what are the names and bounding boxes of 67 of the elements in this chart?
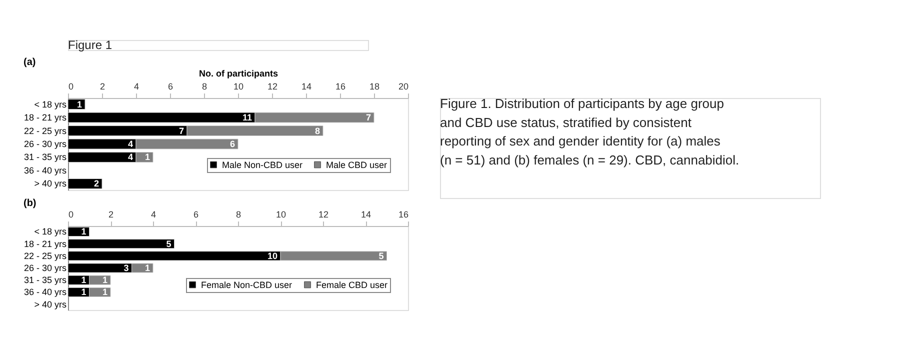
y-tick-label: 18 - 21 yrs <box>24 112 67 123</box>
data-label: 10 <box>267 250 278 261</box>
x-tick-label: 8 <box>202 82 208 92</box>
y-tick-label: 31 - 35 yrs <box>24 152 67 162</box>
data-label: 11 <box>242 112 252 123</box>
x-tick-label: 0 <box>68 210 74 220</box>
legend-label: Female Non-CBD user <box>201 280 292 290</box>
data-label: 1 <box>144 152 150 162</box>
x-tick-label: 16 <box>335 82 346 92</box>
x-tick-label: 2 <box>108 210 114 220</box>
data-label: 1 <box>102 287 108 298</box>
x-tick-label: 14 <box>301 82 312 92</box>
chart-title: (b) <box>23 198 36 209</box>
data-label: 5 <box>378 250 384 261</box>
legend-label: Female CBD user <box>316 280 388 290</box>
y-tick-label: 36 - 40 yrs <box>24 287 67 298</box>
y-tick-label: < 18 yrs <box>34 226 67 237</box>
x-tick-label: 4 <box>150 210 156 220</box>
x-tick-label: 12 <box>318 210 329 220</box>
bar <box>68 178 102 189</box>
bar <box>68 99 86 110</box>
chart-title: (a) <box>23 57 36 68</box>
y-tick-label: 26 - 30 yrs <box>24 263 67 273</box>
bar <box>68 239 174 249</box>
data-label: 5 <box>166 238 172 249</box>
y-tick-label: 22 - 25 yrs <box>24 250 67 261</box>
x-axis-title: No. of participants <box>198 68 278 78</box>
data-label: 1 <box>144 263 150 273</box>
data-label: 4 <box>128 152 133 162</box>
y-tick-label: > 40 yrs <box>34 299 67 310</box>
x-tick-label: 18 <box>369 82 380 92</box>
data-label: 1 <box>102 275 108 286</box>
x-tick-label: 16 <box>398 210 408 220</box>
x-tick-label: 20 <box>398 82 408 92</box>
x-tick-label: 6 <box>168 82 174 92</box>
y-tick-label: 18 - 21 yrs <box>24 238 67 249</box>
legend-label: Male Non-CBD user <box>222 160 303 170</box>
x-tick-label: 6 <box>193 210 199 220</box>
data-label: 1 <box>81 287 86 298</box>
x-tick-label: 10 <box>276 210 286 220</box>
x-tick-label: 8 <box>236 210 242 220</box>
x-tick-label: 2 <box>100 82 106 92</box>
y-tick-label: < 18 yrs <box>34 99 67 110</box>
data-label: 8 <box>314 126 320 136</box>
x-tick-label: 4 <box>134 82 140 92</box>
data-label: 7 <box>178 126 184 136</box>
y-tick-label: 22 - 25 yrs <box>24 126 67 136</box>
y-tick-label: 36 - 40 yrs <box>24 165 67 176</box>
x-tick-label: 10 <box>233 82 244 92</box>
caption: Figure 1. Distribution of participants by age group and CBD use status, stratified by consistent reporting of sex and gender identity for (a) males (n = 51) and (b) females (n = 29). CBD, cannabidiol. <box>440 96 740 168</box>
data-label: 2 <box>94 178 99 189</box>
data-label: 6 <box>230 139 235 149</box>
bar <box>68 226 90 237</box>
data-label: 4 <box>128 139 133 149</box>
data-label: 1 <box>76 99 82 110</box>
data-label: 1 <box>81 275 86 286</box>
data-label: 7 <box>366 112 371 123</box>
y-tick-label: 26 - 30 yrs <box>24 139 67 149</box>
legend-label: Male CBD user <box>326 160 388 170</box>
x-tick-label: 14 <box>360 210 372 220</box>
caption: Figure 1 <box>68 38 112 52</box>
x-tick-label: 12 <box>267 82 278 92</box>
data-label: 1 <box>81 226 86 237</box>
y-tick-label: > 40 yrs <box>34 178 67 189</box>
data-label: 3 <box>124 263 129 273</box>
y-tick-label: 31 - 35 yrs <box>24 275 67 286</box>
x-tick-label: 0 <box>68 82 74 92</box>
